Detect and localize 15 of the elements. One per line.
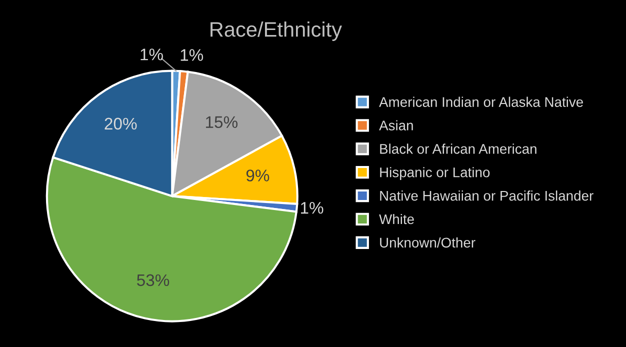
data-label: 9% <box>246 170 270 182</box>
legend-label: Asian <box>379 120 413 130</box>
legend-label: Hispanic or Latino <box>380 167 490 180</box>
legend-label: Native Hawaiian or Pacific Islander <box>380 190 594 201</box>
chart-title: Race/Ethnicity <box>210 22 342 41</box>
legend-label: American Indian or Alaska Native <box>379 96 583 107</box>
legend-label: Unknown/Other <box>380 237 476 248</box>
data-label: 53% <box>137 274 170 286</box>
data-label: 1% <box>140 48 163 60</box>
data-label: 15% <box>206 116 238 128</box>
data-label: 1% <box>180 49 204 61</box>
data-label: 1% <box>301 202 324 214</box>
legend-label: Black or African American <box>380 144 536 154</box>
data-label: 20% <box>104 118 137 130</box>
legend-label: White <box>379 214 414 224</box>
